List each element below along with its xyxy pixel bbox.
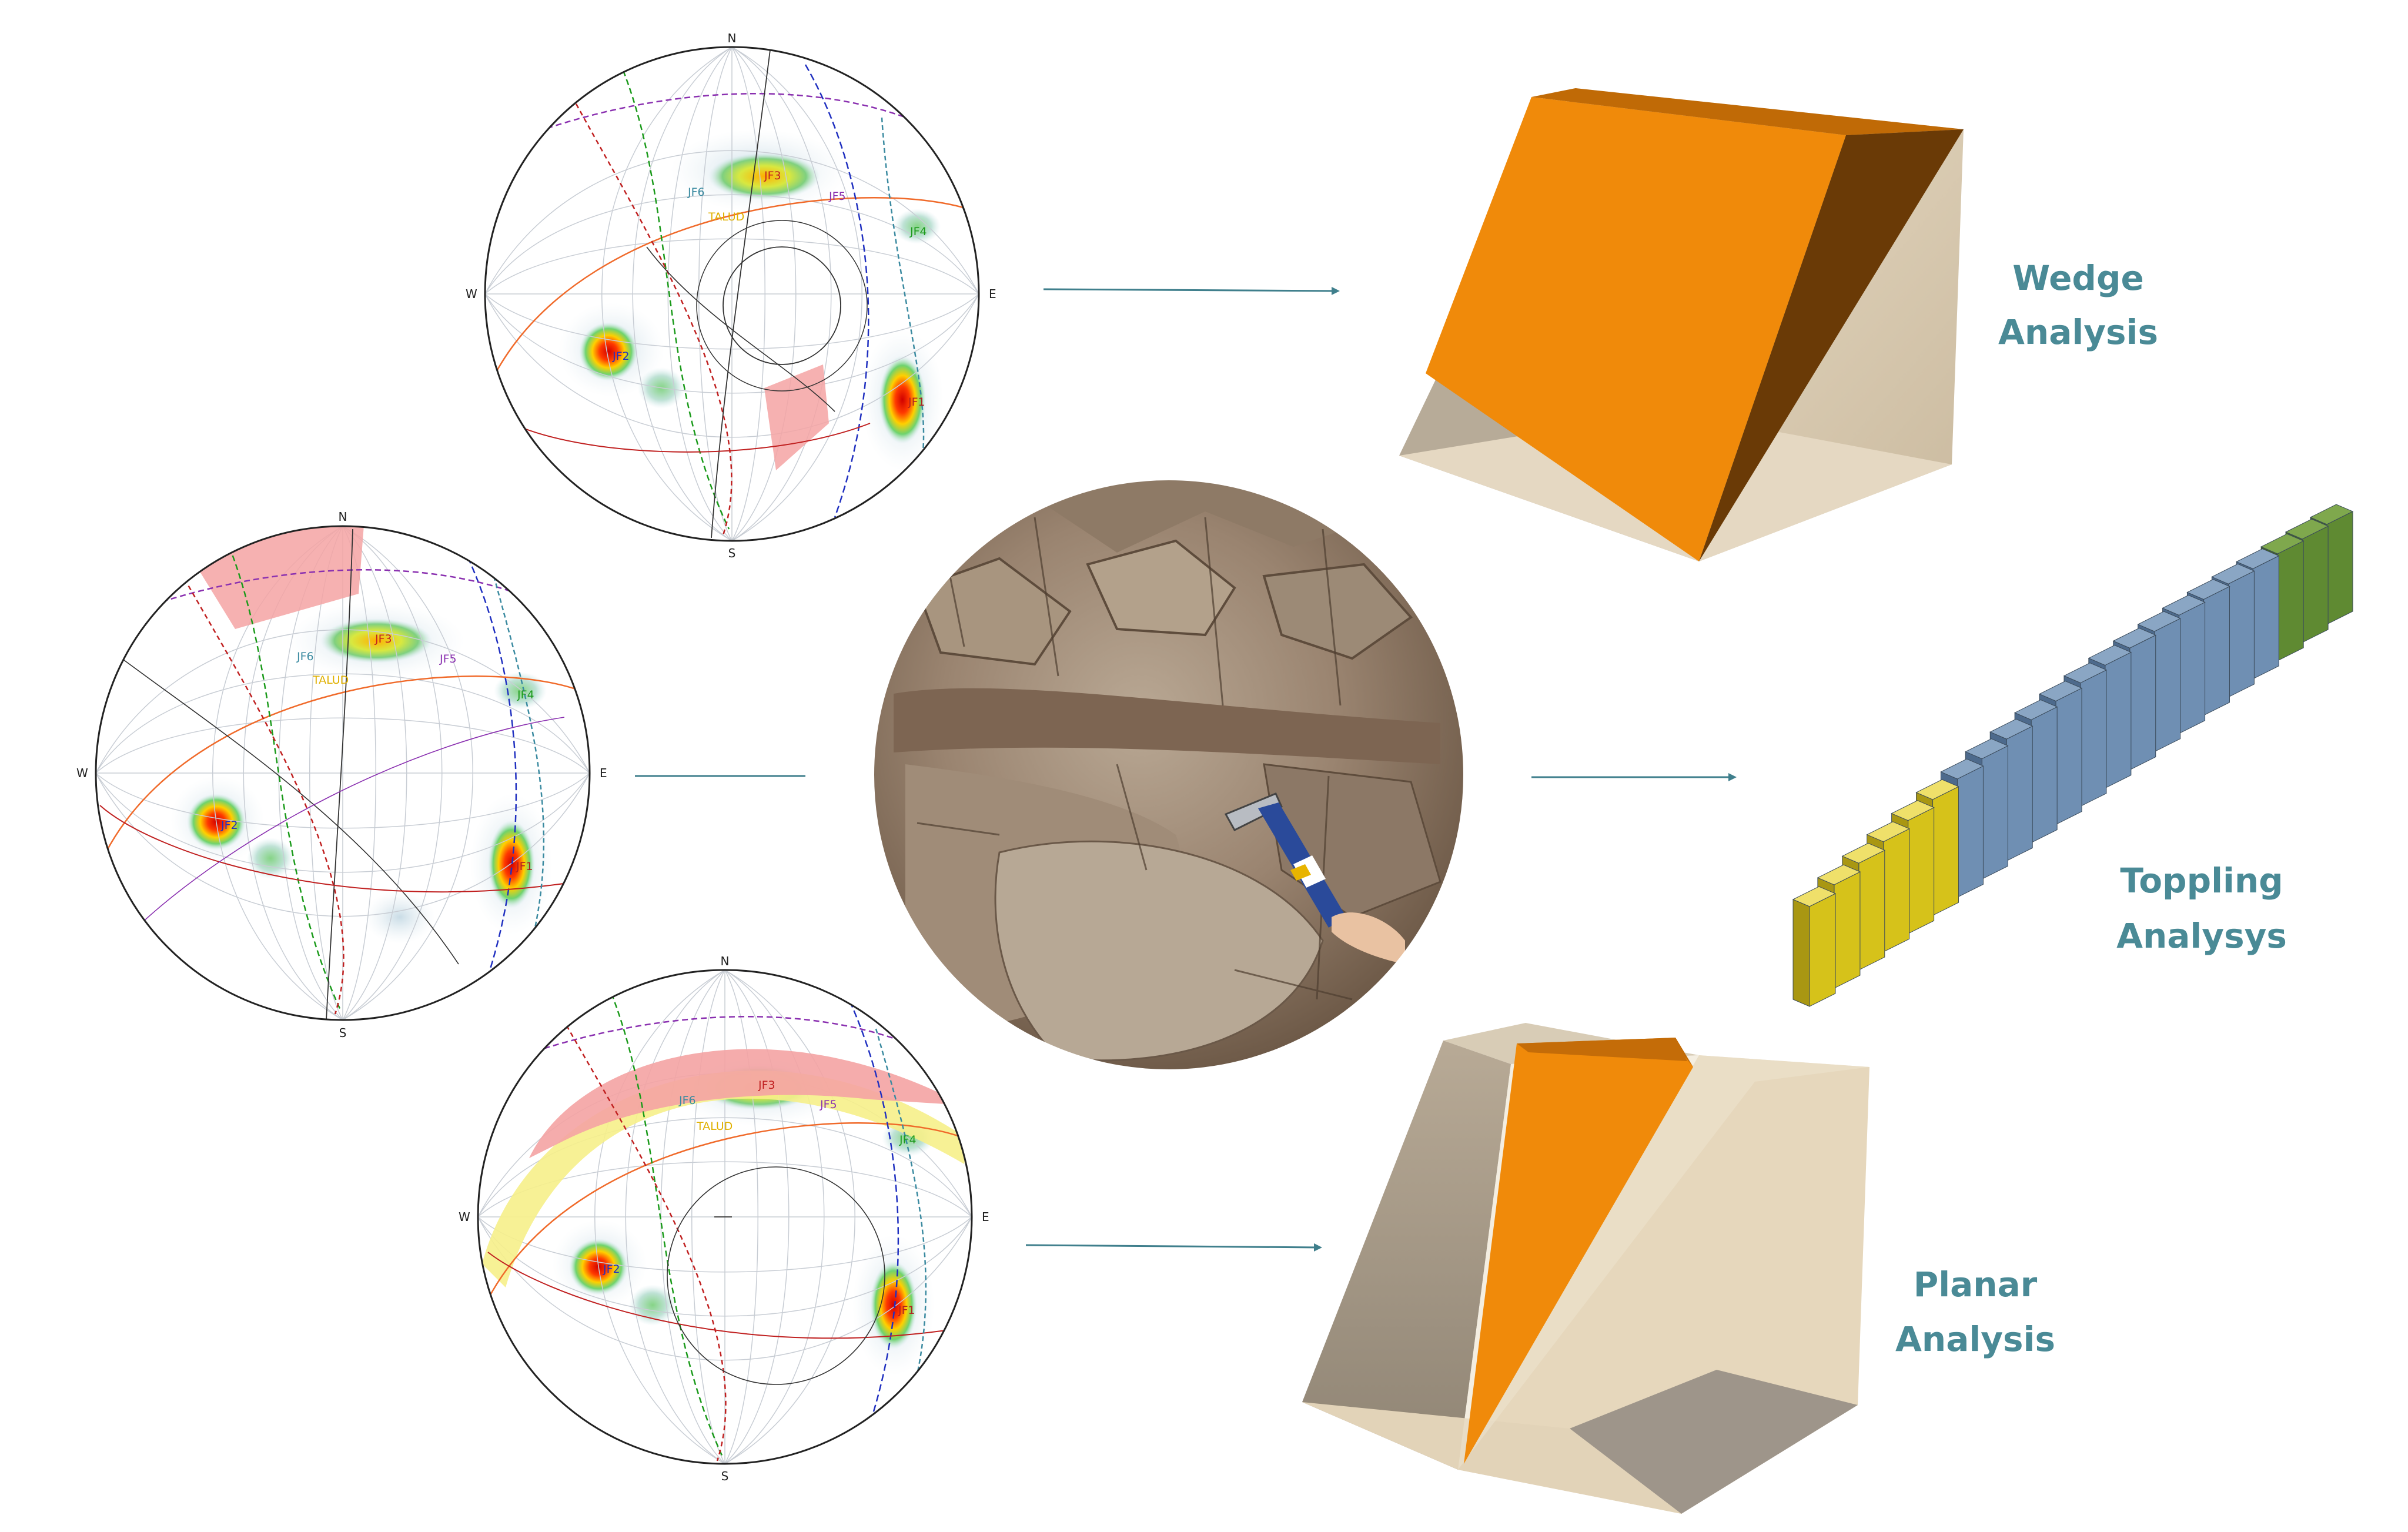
toppling-label-line2: Analysys [2116, 916, 2287, 956]
cardinal-n: N [721, 954, 730, 968]
toppling-column-10 [2031, 706, 2058, 844]
label-jf2: JF2 [220, 819, 238, 832]
label-jf3: JF3 [764, 169, 781, 182]
planar-label-line1: Planar [1914, 1265, 2038, 1304]
wedge-block-side [1531, 88, 1964, 135]
arrow-to-wedge [1043, 286, 1340, 295]
rock-hammer [1224, 792, 1405, 964]
toppling-column-1 [1809, 893, 1836, 1007]
label-jf6: JF6 [678, 1094, 696, 1107]
toppling-column-21 [2285, 519, 2329, 540]
toppling-column-14 [2129, 634, 2156, 771]
planar-model [1302, 1023, 1869, 1514]
grid-lines [485, 47, 979, 541]
toppling-column-15 [2154, 618, 2181, 752]
toppling-column-6 [1932, 786, 1959, 916]
label-talud: TALUD [696, 1120, 733, 1133]
toppling-column-19 [2236, 548, 2280, 570]
toppling-column-20 [2260, 533, 2305, 554]
toppling-column-4 [1883, 828, 1910, 952]
toppling-column-1 [1792, 886, 1837, 907]
cardinal-w: W [76, 766, 88, 780]
planar-block-face [1464, 1038, 1693, 1464]
toppling-column-16 [2179, 601, 2206, 734]
label-jf4: JF4 [899, 1133, 917, 1146]
toppling-column-18 [2211, 563, 2255, 584]
wedge-label-line1: Wedge [2012, 258, 2144, 298]
label-jf4: JF4 [517, 688, 534, 701]
cardinal-w: W [466, 287, 477, 301]
planar-label-line2: Analysis [1895, 1319, 2055, 1359]
cardinal-e: E [600, 766, 607, 780]
toppling-column-17 [2203, 586, 2230, 716]
toppling-column-10 [2014, 699, 2058, 720]
toppling-column-1 [1792, 899, 1810, 1007]
cardinal-s: S [339, 1026, 347, 1040]
toppling-column-17 [2186, 579, 2230, 600]
arrow-to-planar [1025, 1243, 1322, 1252]
toppling-label-line1: Toppling [2120, 861, 2283, 901]
toppling-column-7 [1956, 765, 1984, 898]
cardinal-e: E [982, 1210, 989, 1224]
toppling-column-12 [2080, 669, 2107, 807]
toppling-column-15 [2137, 611, 2181, 632]
label-talud: TALUD [708, 210, 744, 223]
toppling-column-11 [2038, 681, 2083, 702]
label-jf1: JF1 [516, 860, 533, 873]
toppling-column-21 [2302, 526, 2329, 643]
cardinal-n: N [728, 31, 737, 45]
label-jf2: JF2 [612, 350, 630, 363]
toppling-column-2 [1834, 871, 1861, 989]
cardinal-s: S [721, 1469, 729, 1483]
cardinal-n: N [339, 510, 347, 524]
toppling-column-13 [2105, 651, 2132, 789]
cardinal-e: E [989, 287, 996, 301]
toppling-column-12 [2063, 663, 2108, 684]
toppling-column-13 [2088, 645, 2132, 666]
label-jf3: JF3 [374, 633, 392, 645]
cardinal-w: W [459, 1210, 470, 1224]
toppling-column-3 [1858, 849, 1885, 971]
toppling-column-5 [1908, 807, 1935, 934]
cardinal-s: S [728, 546, 736, 560]
label-jf2: JF2 [603, 1263, 620, 1276]
stereonet-top: N S E W JF1 JF2 JF3 JF4 JF5 JF6 TALUD [466, 31, 996, 560]
toppling-column-6 [1915, 779, 1959, 800]
label-jf1: JF1 [898, 1304, 915, 1317]
toppling-column-8 [1981, 745, 2008, 880]
stereonet-bottom: N S E W JF1 JF2 JF3 JF4 JF5 JF6 TALUD [459, 954, 989, 1483]
toppling-column-7 [1940, 758, 1984, 780]
label-jf3: JF3 [758, 1079, 775, 1092]
toppling-column-19 [2252, 555, 2279, 680]
rock-outcrop-photo [873, 479, 1464, 1071]
toppling-column-22 [2326, 511, 2353, 625]
toppling-column-20 [2277, 540, 2304, 661]
toppling-column-11 [2055, 687, 2082, 825]
toppling-column-16 [2162, 594, 2206, 616]
wedge-model [1399, 88, 1964, 561]
toppling-column-2 [1817, 864, 1861, 885]
label-jf6: JF6 [296, 650, 314, 663]
label-jf5: JF5 [439, 653, 457, 665]
stereonet-middle: N S E W JF1 JF2 JF3 JF4 JF5 JF6 TALUD [76, 510, 607, 1040]
toppling-column-9 [1989, 718, 2034, 740]
connectors [635, 286, 1737, 1252]
wedge-block-face [1426, 97, 1846, 561]
toppling-column-18 [2228, 570, 2255, 698]
wedge-label-line2: Analysis [1998, 312, 2158, 352]
label-jf1: JF1 [908, 396, 925, 409]
toppling-column-8 [1965, 738, 2009, 760]
label-jf5: JF5 [820, 1098, 837, 1111]
label-jf4: JF4 [909, 225, 927, 238]
toppling-column-5 [1891, 800, 1935, 821]
toppling-column-22 [2309, 504, 2354, 525]
toppling-column-14 [2112, 627, 2156, 648]
label-talud: TALUD [312, 674, 349, 687]
label-jf5: JF5 [828, 190, 846, 203]
toppling-column-3 [1841, 842, 1885, 864]
toppling-column-4 [1866, 821, 1910, 842]
toppling-column-9 [2006, 725, 2033, 862]
toppling-model [1792, 504, 2354, 1007]
label-jf6: JF6 [687, 186, 705, 199]
